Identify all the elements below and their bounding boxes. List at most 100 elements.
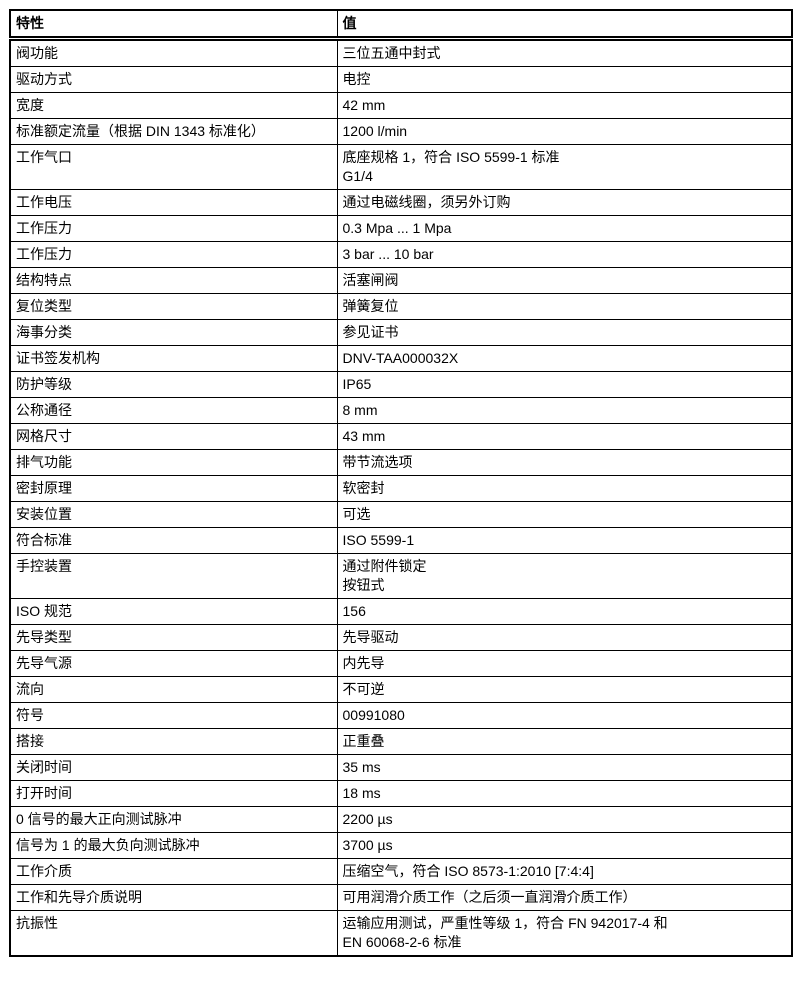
value-cell: 内先导: [336, 650, 793, 677]
property-cell: 证书签发机构: [9, 345, 338, 372]
value-cell: 活塞闸阀: [336, 267, 793, 294]
property-cell: 阀功能: [9, 38, 338, 67]
table-row: 排气功能 带节流选项: [9, 449, 793, 476]
property-cell: 工作压力: [9, 241, 338, 268]
property-cell: 工作电压: [9, 189, 338, 216]
value-cell: 18 ms: [336, 780, 793, 807]
value-cell: 42 mm: [336, 92, 793, 119]
table-row: 阀功能 三位五通中封式: [9, 38, 793, 67]
table-row: 抗振性 运输应用测试，严重性等级 1，符合 FN 942017-4 和 EN 6…: [9, 910, 793, 957]
value-cell: 1200 l/min: [336, 118, 793, 145]
property-cell: 工作和先导介质说明: [9, 884, 338, 911]
table-row: 搭接 正重叠: [9, 728, 793, 755]
table-row: 工作压力 3 bar ... 10 bar: [9, 241, 793, 268]
property-cell: 抗振性: [9, 910, 338, 957]
property-cell: 公称通径: [9, 397, 338, 424]
table-row: 工作气口 底座规格 1，符合 ISO 5599-1 标准 G1/4: [9, 144, 793, 190]
table-row: 工作介质 压缩空气，符合 ISO 8573-1:2010 [7:4:4]: [9, 858, 793, 885]
value-cell: 底座规格 1，符合 ISO 5599-1 标准 G1/4: [336, 144, 793, 190]
table-row: 打开时间 18 ms: [9, 780, 793, 807]
value-cell: 3700 µs: [336, 832, 793, 859]
table-row: 信号为 1 的最大负向测试脉冲 3700 µs: [9, 832, 793, 859]
property-cell: 驱动方式: [9, 66, 338, 93]
property-cell: 工作介质: [9, 858, 338, 885]
value-cell: 43 mm: [336, 423, 793, 450]
table-row: 先导气源 内先导: [9, 650, 793, 677]
table-row: 符合标准 ISO 5599-1: [9, 527, 793, 554]
value-cell: 00991080: [336, 702, 793, 729]
table-row: 结构特点 活塞闸阀: [9, 267, 793, 294]
value-cell: 2200 µs: [336, 806, 793, 833]
value-cell: DNV-TAA000032X: [336, 345, 793, 372]
table-row: 工作电压 通过电磁线圈，须另外订购: [9, 189, 793, 216]
property-cell: 工作气口: [9, 144, 338, 190]
value-cell: 通过附件锁定 按钮式: [336, 553, 793, 599]
table-row: 关闭时间 35 ms: [9, 754, 793, 781]
value-cell: 软密封: [336, 475, 793, 502]
property-cell: 0 信号的最大正向测试脉冲: [9, 806, 338, 833]
table-row: 海事分类 参见证书: [9, 319, 793, 346]
value-cell: 电控: [336, 66, 793, 93]
property-cell: 安装位置: [9, 501, 338, 528]
property-cell: 手控装置: [9, 553, 338, 599]
property-cell: 搭接: [9, 728, 338, 755]
value-cell: 可用润滑介质工作（之后须一直润滑介质工作）: [336, 884, 793, 911]
table-row: 证书签发机构 DNV-TAA000032X: [9, 345, 793, 372]
table-row: 标准额定流量（根据 DIN 1343 标准化） 1200 l/min: [9, 118, 793, 145]
table-row: 驱动方式 电控: [9, 66, 793, 93]
property-cell: 结构特点: [9, 267, 338, 294]
property-cell: 防护等级: [9, 371, 338, 398]
property-cell: 关闭时间: [9, 754, 338, 781]
value-cell: 先导驱动: [336, 624, 793, 651]
value-cell: 压缩空气，符合 ISO 8573-1:2010 [7:4:4]: [336, 858, 793, 885]
property-cell: 标准额定流量（根据 DIN 1343 标准化）: [9, 118, 338, 145]
value-cell: 0.3 Mpa ... 1 Mpa: [336, 215, 793, 242]
table-row: 宽度 42 mm: [9, 92, 793, 119]
property-cell: 海事分类: [9, 319, 338, 346]
table-row: 安装位置 可选: [9, 501, 793, 528]
property-cell: 先导气源: [9, 650, 338, 677]
value-cell: 35 ms: [336, 754, 793, 781]
property-cell: 先导类型: [9, 624, 338, 651]
value-cell: 弹簧复位: [336, 293, 793, 320]
value-cell: 可选: [336, 501, 793, 528]
property-cell: 打开时间: [9, 780, 338, 807]
property-cell: 符合标准: [9, 527, 338, 554]
value-cell: 正重叠: [336, 728, 793, 755]
value-cell: IP65: [336, 371, 793, 398]
value-cell: 带节流选项: [336, 449, 793, 476]
property-cell: 网格尺寸: [9, 423, 338, 450]
property-cell: 排气功能: [9, 449, 338, 476]
property-cell: 复位类型: [9, 293, 338, 320]
table-row: 先导类型 先导驱动: [9, 624, 793, 651]
table-row: 公称通径 8 mm: [9, 397, 793, 424]
table-row: 符号 00991080: [9, 702, 793, 729]
header-property: 特性: [9, 9, 338, 41]
table-row: 网格尺寸 43 mm: [9, 423, 793, 450]
table-header-row: 特性 值: [9, 9, 793, 41]
value-cell: 运输应用测试，严重性等级 1，符合 FN 942017-4 和 EN 60068…: [336, 910, 793, 957]
table-row: 工作压力 0.3 Mpa ... 1 Mpa: [9, 215, 793, 242]
property-cell: 宽度: [9, 92, 338, 119]
spec-table: 特性 值 阀功能 三位五通中封式 驱动方式 电控 宽度 42 mm 标准额定流量…: [9, 9, 793, 957]
value-cell: 8 mm: [336, 397, 793, 424]
property-cell: 工作压力: [9, 215, 338, 242]
header-value: 值: [336, 9, 793, 41]
table-row: 防护等级 IP65: [9, 371, 793, 398]
property-cell: 密封原理: [9, 475, 338, 502]
property-cell: ISO 规范: [9, 598, 338, 625]
table-row: 手控装置 通过附件锁定 按钮式: [9, 553, 793, 599]
value-cell: 参见证书: [336, 319, 793, 346]
table-row: ISO 规范 156: [9, 598, 793, 625]
property-cell: 符号: [9, 702, 338, 729]
table-row: 0 信号的最大正向测试脉冲 2200 µs: [9, 806, 793, 833]
value-cell: 不可逆: [336, 676, 793, 703]
value-cell: 156: [336, 598, 793, 625]
value-cell: 3 bar ... 10 bar: [336, 241, 793, 268]
property-cell: 流向: [9, 676, 338, 703]
table-row: 复位类型 弹簧复位: [9, 293, 793, 320]
value-cell: ISO 5599-1: [336, 527, 793, 554]
table-row: 密封原理 软密封: [9, 475, 793, 502]
property-cell: 信号为 1 的最大负向测试脉冲: [9, 832, 338, 859]
